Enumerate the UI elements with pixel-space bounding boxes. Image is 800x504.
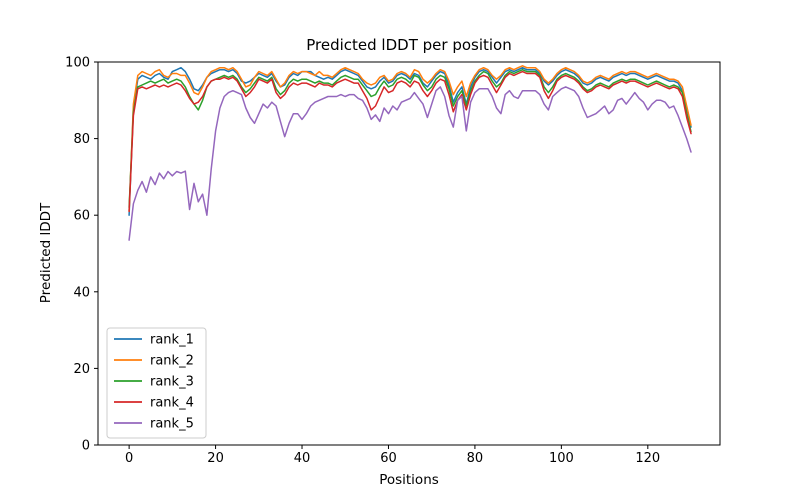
legend: rank_1 rank_2 rank_3 rank_4 rank_5: [106, 327, 207, 439]
series-line-rank_5: [128, 86, 692, 241]
series-line-rank_1: [128, 66, 692, 216]
series-line-rank_3: [128, 68, 692, 209]
series-line-rank_4: [128, 70, 692, 213]
series-line-rank_2: [128, 65, 692, 213]
axis-ticks: 0 20 40 60 80 100 120 0 20 40 60 80 100: [65, 56, 660, 467]
y-tick-label: 80: [73, 132, 90, 147]
y-axis-label: Predicted lDDT: [38, 202, 54, 303]
x-tick-label: 20: [207, 451, 224, 466]
chart-title: Predicted lDDT per position: [306, 36, 511, 54]
legend-label-rank_4: rank_4: [150, 396, 194, 411]
series-lines: [128, 65, 692, 241]
x-tick-label: 40: [294, 451, 311, 466]
legend-box: [106, 327, 207, 439]
y-tick-label: 0: [82, 439, 90, 454]
legend-label-rank_2: rank_2: [150, 354, 194, 369]
x-tick-label: 100: [549, 451, 574, 466]
y-tick-label: 100: [65, 56, 90, 71]
y-tick-label: 20: [73, 362, 90, 377]
x-axis-label: Positions: [379, 472, 439, 488]
y-tick-label: 60: [73, 209, 90, 224]
x-tick-label: 120: [635, 451, 660, 466]
plot-area: [97, 61, 721, 446]
x-tick-label: 80: [467, 451, 484, 466]
legend-label-rank_5: rank_5: [150, 417, 194, 432]
y-tick-label: 40: [73, 285, 90, 300]
legend-label-rank_3: rank_3: [150, 375, 194, 390]
legend-label-rank_1: rank_1: [150, 333, 194, 348]
x-tick-label: 60: [380, 451, 397, 466]
x-tick-label: 0: [125, 451, 133, 466]
